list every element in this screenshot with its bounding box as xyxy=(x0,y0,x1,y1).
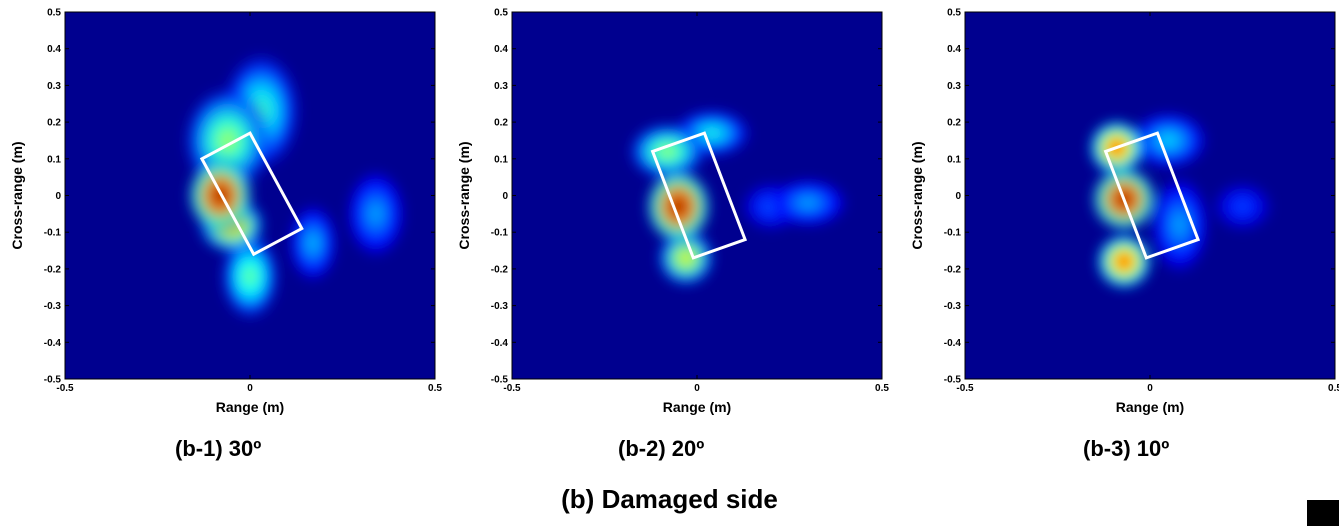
panel-caption-2: (b-2) 20º xyxy=(618,436,705,461)
y-tick-label: -0.4 xyxy=(944,338,962,349)
y-tick-label: -0.3 xyxy=(491,301,509,312)
heatmap-chart-3: 0.5 0.4 0.3 0.2 0.1 0 -0.1 -0.2 -0.3 -0.4 -0.5-0.5… xyxy=(909,8,1339,416)
y-tick-label: 0.4 xyxy=(947,44,961,55)
y-tick-label: 0.5 xyxy=(47,8,61,19)
y-tick-label: -0.3 xyxy=(44,301,62,312)
heatmap-hotspot xyxy=(1094,231,1155,292)
y-tick-label: 0.3 xyxy=(494,81,508,92)
x-axis-label: Range (m) xyxy=(216,399,284,415)
y-tick-label: 0.3 xyxy=(47,81,61,92)
y-tick-label: 0.5 xyxy=(494,8,508,19)
heatmap-panel-2: 0.5 0.4 0.3 0.2 0.1 0 -0.1 -0.2 -0.3 -0.4 -0.5 -0.5… xyxy=(447,0,889,470)
x-tick-label: -0.5 xyxy=(503,383,521,394)
y-tick-label: 0.1 xyxy=(947,154,961,165)
target-outline xyxy=(650,131,748,260)
y-tick-label: -0.5 xyxy=(44,375,62,386)
y-axis-label: Cross-range (m) xyxy=(9,141,25,249)
y-tick-label: -0.2 xyxy=(944,264,962,275)
x-tick-label: 0.5 xyxy=(875,383,889,394)
y-tick-label: 0.2 xyxy=(47,118,61,129)
target-outline xyxy=(199,131,304,257)
y-tick-label: -0.5 xyxy=(944,375,962,386)
y-tick-label: -0.1 xyxy=(491,228,509,239)
y-tick-label: 0.1 xyxy=(494,154,508,165)
y-tick-label: 0.3 xyxy=(947,81,961,92)
heatmap-intensity-layer xyxy=(627,108,848,288)
y-tick-label: -0.1 xyxy=(944,228,962,239)
x-tick-label: 0.5 xyxy=(1328,383,1339,394)
y-tick-label: 0.4 xyxy=(47,44,61,55)
heatmap-panel-3: 0.5 0.4 0.3 0.2 0.1 0 -0.1 -0.2 -0.3 -0.4 -0.5 -0.5… xyxy=(900,0,1339,470)
x-axis-label: Range (m) xyxy=(1116,399,1184,415)
y-tick-label: 0 xyxy=(955,191,961,202)
figure-caption: (b) Damaged side xyxy=(561,484,778,514)
corner-mark xyxy=(1307,500,1339,526)
heatmap-hotspot xyxy=(1128,110,1209,171)
y-tick-label: -0.5 xyxy=(491,375,509,386)
y-axis-label: Cross-range (m) xyxy=(456,141,472,249)
y-tick-label: -0.1 xyxy=(44,228,62,239)
heatmap-chart-2: 0.5 0.4 0.3 0.2 0.1 0 -0.1 -0.2 -0.3 -0.4 -0.5-0.5… xyxy=(456,8,889,416)
heatmap-hotspot xyxy=(768,178,848,228)
y-tick-label: 0 xyxy=(55,191,61,202)
heatmap-panel-1: 0.5 0.4 0.3 0.2 0.1 0 -0.1 -0.2 -0.3 -0.4 -0.5 -0.5… xyxy=(0,0,442,470)
heatmap-hotspot xyxy=(627,121,708,182)
x-tick-label: 0 xyxy=(694,383,700,394)
heatmap-hotspot xyxy=(1212,181,1273,232)
y-tick-label: 0.2 xyxy=(494,118,508,129)
y-tick-label: -0.4 xyxy=(491,338,509,349)
y-tick-label: 0.2 xyxy=(947,118,961,129)
target-outline xyxy=(1103,131,1201,260)
y-tick-label: 0.4 xyxy=(494,44,508,55)
x-tick-label: 0.5 xyxy=(428,383,442,394)
heatmap-hotspot xyxy=(345,169,406,259)
y-tick-label: 0.1 xyxy=(47,154,61,165)
heatmap-hotspot xyxy=(643,166,714,247)
x-tick-label: 0 xyxy=(247,383,253,394)
y-tick-label: -0.3 xyxy=(944,301,962,312)
heatmap-hotspot xyxy=(1149,175,1210,275)
panel-caption-3: (b-3) 10º xyxy=(1083,436,1170,461)
y-axis-label: Cross-range (m) xyxy=(909,141,925,249)
y-tick-label: -0.2 xyxy=(491,264,509,275)
y-tick-label: -0.4 xyxy=(44,338,62,349)
y-tick-label: 0.5 xyxy=(947,8,961,19)
y-tick-label: 0 xyxy=(502,191,508,202)
x-tick-label: 0 xyxy=(1147,383,1153,394)
x-axis-label: Range (m) xyxy=(663,399,731,415)
panel-caption-1: (b-1) 30º xyxy=(175,436,262,461)
heatmap-chart-1: 0.5 0.4 0.3 0.2 0.1 0 -0.1 -0.2 -0.3 -0.4 -0.5-0.5… xyxy=(9,8,442,416)
x-tick-label: -0.5 xyxy=(56,383,74,394)
y-tick-label: -0.2 xyxy=(44,264,62,275)
x-tick-label: -0.5 xyxy=(956,383,974,394)
